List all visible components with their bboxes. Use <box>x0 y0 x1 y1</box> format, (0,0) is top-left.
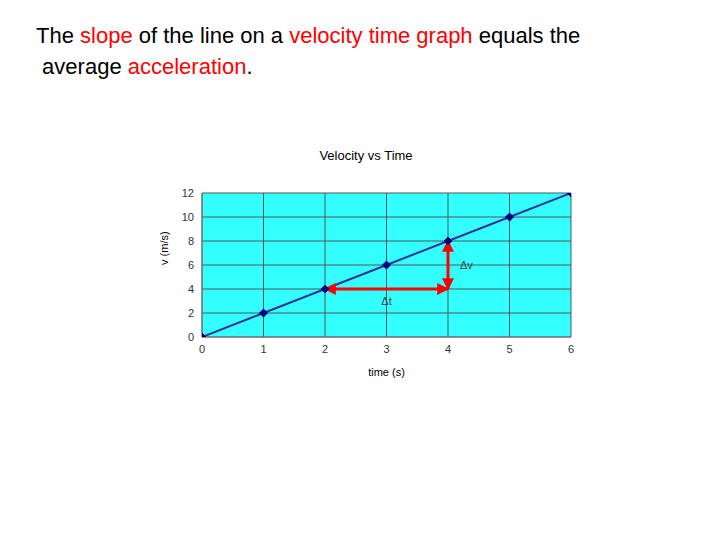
svg-text:0: 0 <box>188 331 194 343</box>
html-text:average acceleration.: average acceleration. <box>36 54 253 79</box>
svg-text:Δt: Δt <box>381 295 391 307</box>
svg-text:2: 2 <box>322 343 328 355</box>
svg-text:3: 3 <box>383 343 389 355</box>
svg-text:6: 6 <box>568 343 574 355</box>
svg-text:6: 6 <box>188 259 194 271</box>
svg-text:2: 2 <box>188 307 194 319</box>
svg-text:0: 0 <box>199 343 205 355</box>
svg-text:time (s): time (s) <box>368 366 405 378</box>
svg-text:8: 8 <box>188 235 194 247</box>
svg-text:12: 12 <box>182 187 194 199</box>
svg-text:1: 1 <box>260 343 266 355</box>
html-text:The slope of the line on a vel: The slope of the line on a velocity time… <box>36 23 581 48</box>
svg-text:Δv: Δv <box>460 259 473 271</box>
svg-text:4: 4 <box>188 283 194 295</box>
svg-text:5: 5 <box>506 343 512 355</box>
svg-text:4: 4 <box>445 343 451 355</box>
svg-text:10: 10 <box>182 211 194 223</box>
html-text:Velocity vs Time: Velocity vs Time <box>319 148 413 163</box>
svg-text:v (m/s): v (m/s) <box>158 231 170 265</box>
